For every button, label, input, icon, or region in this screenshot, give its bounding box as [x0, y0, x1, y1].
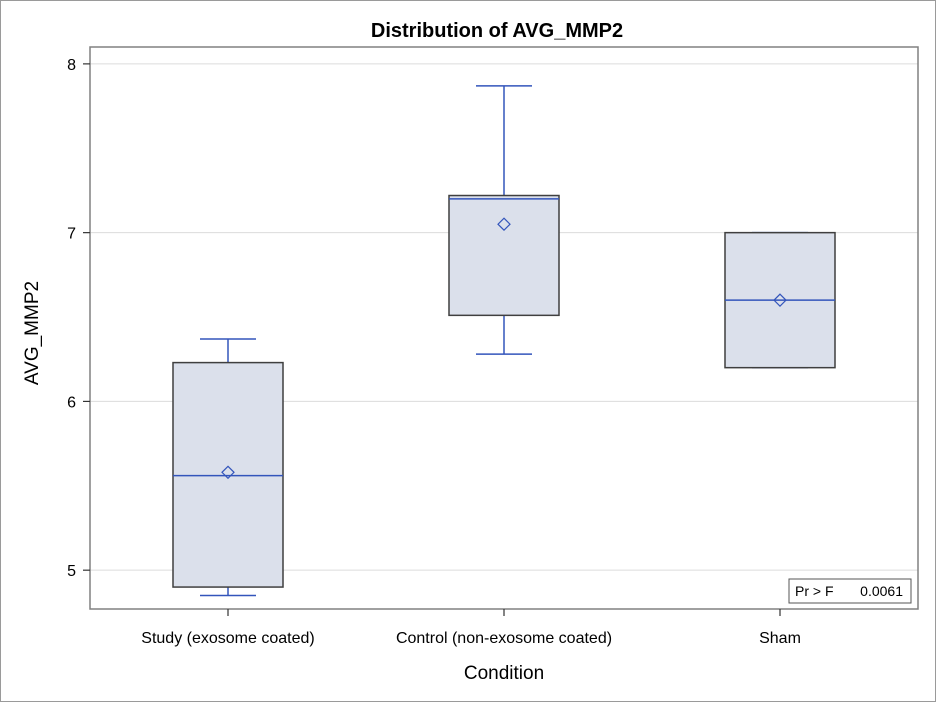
box-1 — [172, 338, 284, 597]
inset-border — [788, 578, 912, 604]
inset-label: Pr > F — [795, 583, 834, 599]
y-axis-title: AVG_MMP2 — [22, 281, 43, 385]
x-axis-title: Condition — [464, 663, 544, 684]
y-tick-label: 7 — [67, 226, 76, 243]
mean-marker — [497, 217, 511, 232]
x-tick-label: Control (non-exosome coated) — [396, 630, 612, 647]
box-series — [172, 85, 836, 597]
anova-inset: Pr > F 0.0061 — [788, 578, 912, 604]
axes: 5 6 7 8 Study (exosome coated) Control (non-e… — [67, 57, 801, 647]
mean-marker — [221, 465, 235, 480]
box-2 — [448, 85, 560, 355]
iqr-box — [448, 194, 560, 317]
y-tick-label: 6 — [67, 394, 76, 411]
y-tick-label: 5 — [67, 563, 76, 580]
mean-marker — [773, 293, 787, 308]
iqr-box — [172, 361, 284, 588]
inset-value: 0.0061 — [860, 583, 903, 599]
box-3 — [724, 231, 836, 369]
chart-title: Distribution of AVG_MMP2 — [371, 20, 623, 42]
x-tick-label: Study (exosome coated) — [141, 630, 314, 647]
y-tick-label: 8 — [67, 57, 76, 74]
x-tick-label: Sham — [759, 630, 801, 647]
